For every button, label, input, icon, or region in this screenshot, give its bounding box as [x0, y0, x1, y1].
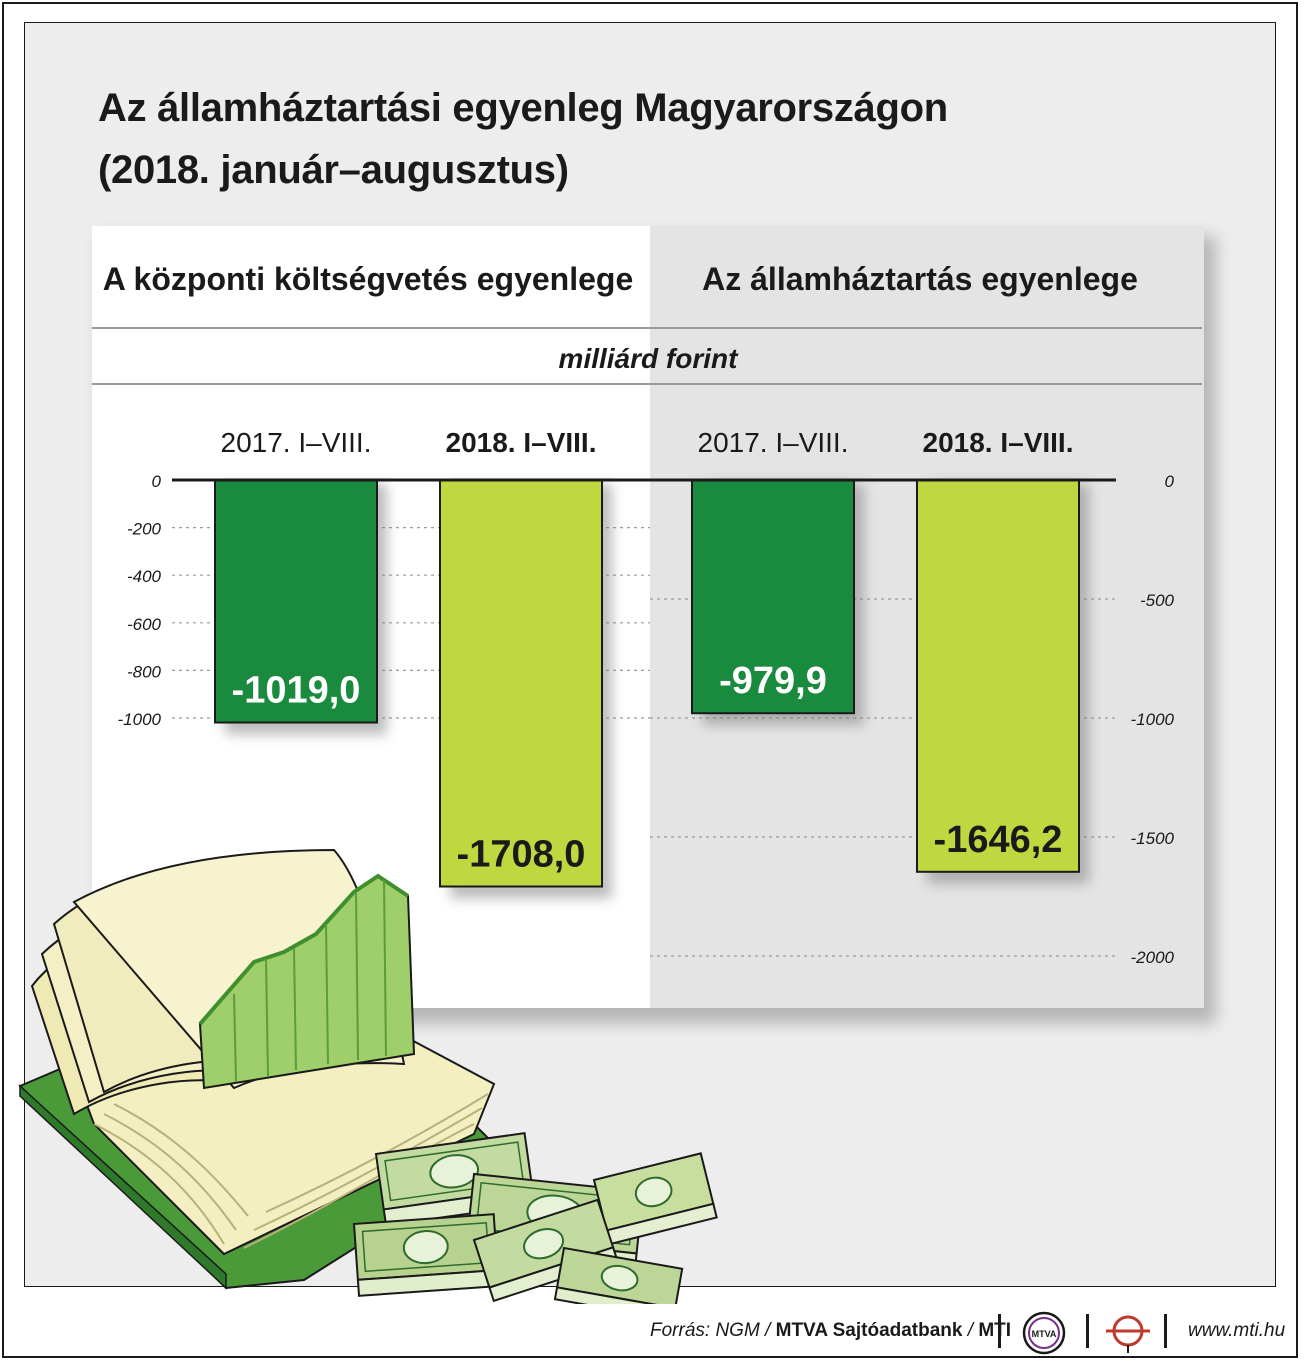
- category-label-0-1: 2018. I–VIII.: [446, 427, 597, 458]
- title-line-2: (2018. január–augusztus): [98, 148, 569, 192]
- bars: [214, 479, 1080, 888]
- bar-1-0: [691, 479, 855, 715]
- title-line-1: Az államháztartási egyenleg Magyarország…: [98, 86, 948, 130]
- footer-separator-2: [1086, 1314, 1089, 1348]
- category-label-1-0: 2017. I–VIII.: [698, 427, 849, 458]
- ytick-label-0-0: 0: [152, 472, 162, 491]
- panel-title-general-government: Az államháztartás egyenlege: [702, 261, 1138, 297]
- ytick-label-1-0: 0: [1165, 472, 1175, 491]
- footer-separator-3: [1164, 1314, 1167, 1348]
- mtva-logo: MTVA: [1022, 1311, 1066, 1355]
- panel-title-central-budget: A központi költségvetés egyenlege: [103, 261, 634, 297]
- value-label-1-1: -1646,2: [934, 819, 1063, 861]
- bar-0-0: [214, 479, 378, 724]
- bar-1-1: [916, 479, 1080, 873]
- ytick-label-0-2: -400: [127, 567, 162, 586]
- footer-separator-1: [998, 1314, 1001, 1348]
- value-label-0-0: -1019,0: [232, 670, 361, 712]
- source-text: Forrás: NGM / MTVA Sajtóadatbank / MTI: [650, 1320, 1011, 1342]
- ytick-label-1-4: -2000: [1131, 948, 1175, 967]
- open-book-with-chart-icon: [18, 848, 506, 1290]
- value-label-1-0: -979,9: [719, 660, 827, 702]
- footer: Forrás: NGM / MTVA Sajtóadatbank / MTI M…: [4, 1308, 1296, 1356]
- banknote-stacks-icon: [352, 1131, 718, 1304]
- source-mid: /: [967, 1320, 974, 1341]
- ytick-label-1-3: -1500: [1131, 829, 1175, 848]
- source-mti: MTI: [978, 1320, 1012, 1341]
- ytick-label-0-1: -200: [127, 520, 162, 539]
- ytick-label-0-4: -800: [127, 662, 162, 681]
- category-label-1-1: 2018. I–VIII.: [923, 427, 1074, 458]
- bar-0-1: [439, 479, 603, 888]
- source-bank: MTVA Sajtóadatbank: [775, 1320, 963, 1341]
- website-link[interactable]: www.mti.hu: [1188, 1320, 1286, 1341]
- mtva-logo-text: MTVA: [1032, 1329, 1057, 1339]
- ytick-label-0-3: -600: [127, 615, 162, 634]
- unit-label: milliárd forint: [559, 343, 740, 374]
- category-label-0-0: 2017. I–VIII.: [221, 427, 372, 458]
- ytick-label-1-1: -500: [1140, 591, 1175, 610]
- ytick-label-0-5: -1000: [118, 710, 162, 729]
- ytick-label-1-2: -1000: [1131, 710, 1175, 729]
- bar-chart: A központi költségvetés egyenlege Az áll…: [18, 226, 1216, 1304]
- labels: 0 -200 -400 -600 -800 -1000 -1019,0 2017. I–VII…: [118, 427, 1175, 967]
- value-label-0-1: -1708,0: [457, 834, 586, 876]
- mti-logo-icon: [1106, 1315, 1150, 1353]
- source-prefix: Forrás: NGM /: [650, 1320, 771, 1341]
